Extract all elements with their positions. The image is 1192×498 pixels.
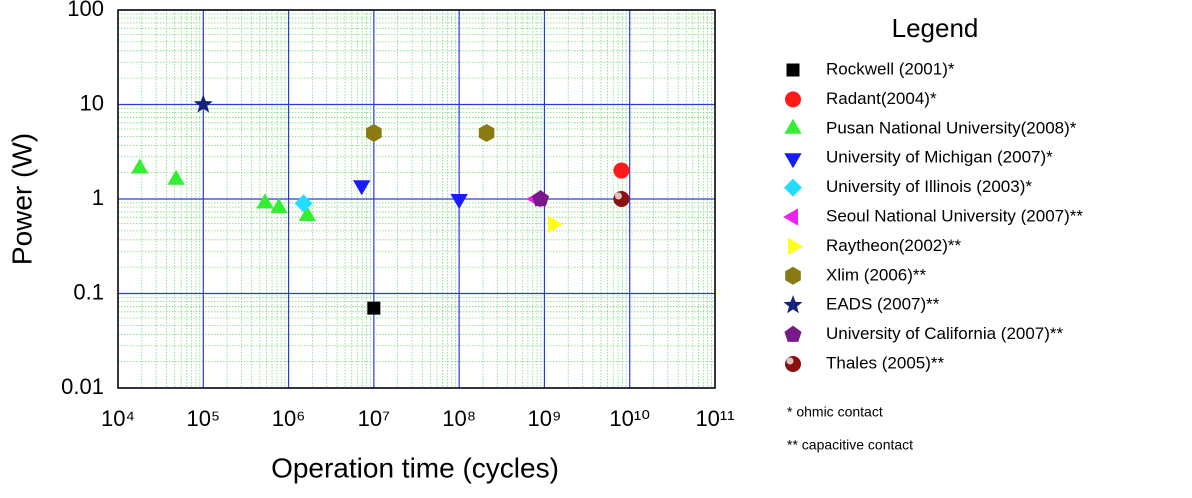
- x-tick-label: 10⁷: [358, 406, 390, 431]
- marker: [478, 123, 495, 142]
- marker: [784, 118, 802, 134]
- legend-label: Thales (2005)**: [826, 353, 945, 372]
- x-tick-label: 10¹⁰: [609, 406, 650, 431]
- marker: [298, 206, 317, 222]
- legend-item: Seoul National University (2007)**: [783, 206, 1083, 226]
- y-tick-label: 1: [92, 185, 104, 210]
- legend-item: Raytheon(2002)**: [788, 236, 962, 256]
- y-tick-label: 0.01: [61, 374, 104, 399]
- legend-label: Xlim (2006)**: [826, 265, 927, 284]
- y-tick-label: 10: [80, 90, 104, 115]
- legend-label: Seoul National University (2007)**: [826, 206, 1083, 225]
- x-tick-label: 10⁶: [272, 406, 306, 431]
- legend-label: Pusan National University(2008)*: [826, 118, 1077, 137]
- marker: [353, 180, 371, 196]
- legend-item: EADS (2007)**: [783, 295, 940, 314]
- marker: [786, 63, 800, 77]
- marker: [366, 123, 382, 142]
- marker: [270, 198, 288, 214]
- legend-item: Pusan National University(2008)*: [784, 118, 1077, 137]
- footnote: * ohmic contact: [787, 404, 883, 420]
- marker: [131, 158, 149, 174]
- legend-item: Thales (2005)**: [785, 353, 945, 372]
- legend-label: University of Michigan (2007)*: [826, 148, 1053, 167]
- marker: [785, 91, 801, 108]
- legend-label: EADS (2007)**: [826, 295, 940, 314]
- marker: [294, 194, 313, 213]
- legend-label: Rockwell (2001)*: [826, 59, 955, 78]
- legend-item: University of Illinois (2003)*: [784, 177, 1032, 197]
- marker: [547, 215, 563, 233]
- marker: [783, 295, 803, 314]
- y-axis-label: Power (W): [6, 133, 37, 265]
- marker: [613, 162, 630, 179]
- x-axis-label: Operation time (cycles): [271, 452, 559, 483]
- legend-item: University of California (2007)**: [784, 324, 1064, 343]
- x-tick-label: 10¹¹: [695, 406, 734, 431]
- x-tick-label: 10⁹: [527, 406, 561, 431]
- legend-item: Xlim (2006)**: [785, 265, 927, 285]
- marker: [367, 301, 381, 315]
- marker: [785, 356, 801, 372]
- x-tick-label: 10⁵: [186, 406, 220, 431]
- marker: [784, 325, 802, 342]
- legend-item: Radant(2004)*: [785, 89, 937, 108]
- legend-label: Raytheon(2002)**: [826, 236, 962, 255]
- marker: [193, 94, 213, 113]
- y-tick-label: 0.1: [73, 279, 104, 304]
- marker: [613, 191, 630, 207]
- legend-item: University of Michigan (2007)*: [784, 148, 1053, 169]
- marker-highlight: [614, 192, 622, 200]
- marker: [788, 237, 803, 256]
- legend-label: University of California (2007)**: [826, 324, 1064, 343]
- y-tick-label: 100: [67, 0, 104, 21]
- legend-title: Legend: [892, 13, 979, 43]
- marker: [256, 193, 274, 209]
- marker: [450, 194, 468, 209]
- marker: [784, 153, 802, 169]
- legend-label: University of Illinois (2003)*: [826, 177, 1032, 196]
- marker: [785, 266, 801, 285]
- legend-label: Radant(2004)*: [826, 89, 937, 108]
- x-tick-label: 10⁴: [101, 406, 135, 431]
- marker: [167, 169, 185, 185]
- footnote: ** capacitive contact: [787, 437, 913, 453]
- plot-frame: [117, 9, 716, 389]
- x-tick-label: 10⁸: [442, 406, 476, 431]
- marker: [784, 178, 802, 197]
- marker-highlight: [786, 357, 794, 365]
- marker: [783, 208, 798, 226]
- legend-item: Rockwell (2001)*: [786, 59, 955, 78]
- marker: [531, 190, 550, 207]
